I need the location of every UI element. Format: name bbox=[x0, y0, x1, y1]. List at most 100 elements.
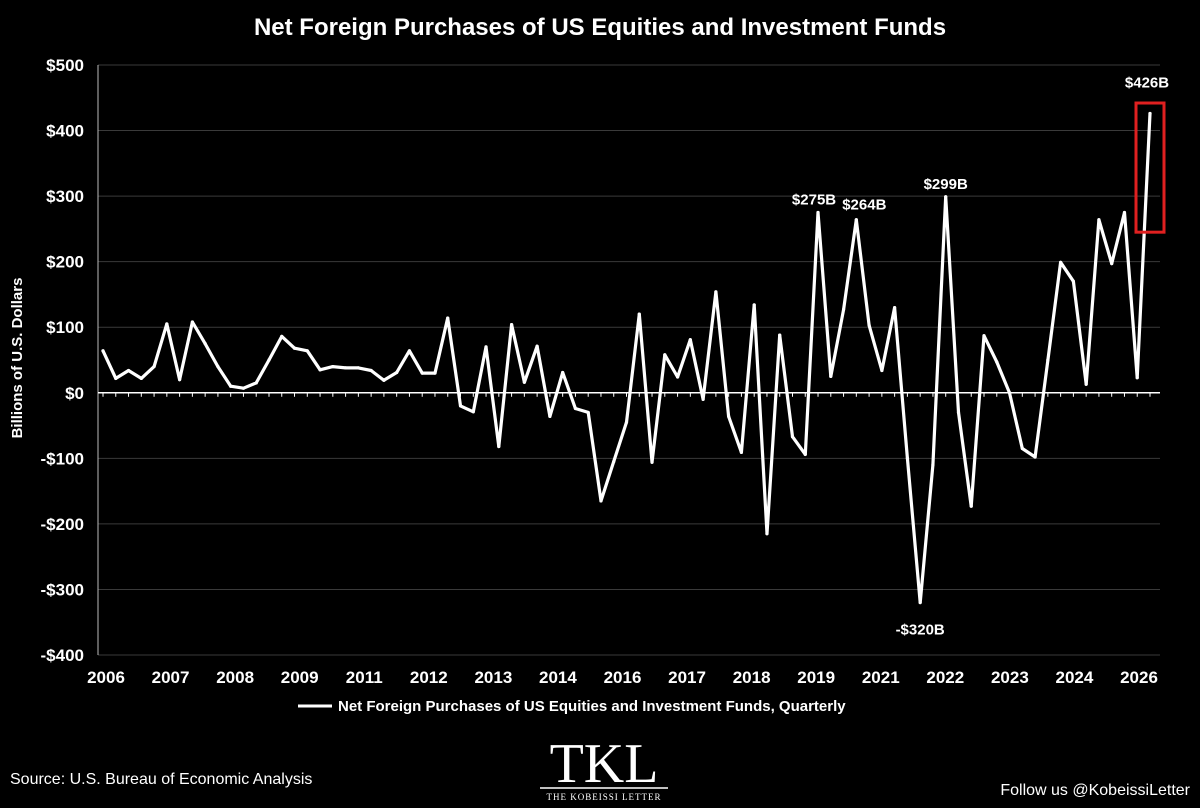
data-point bbox=[343, 366, 348, 370]
data-point bbox=[509, 323, 514, 327]
x-tick-label: 2024 bbox=[1056, 668, 1094, 687]
data-point bbox=[203, 342, 207, 346]
x-axis-ticks: 2006 2007 2008 2009 2011 2012 2013 2014 2016 2017… bbox=[87, 668, 1158, 687]
x-tick-label: 2009 bbox=[281, 668, 319, 687]
x-tick-label: 2011 bbox=[346, 668, 383, 687]
data-point bbox=[573, 406, 578, 411]
data-label: $264B bbox=[842, 197, 886, 214]
data-point bbox=[1084, 382, 1088, 386]
data-point bbox=[101, 349, 105, 353]
y-tick-label: $500 bbox=[46, 56, 84, 75]
data-point bbox=[701, 397, 705, 401]
y-tick-label: -$200 bbox=[41, 515, 84, 534]
data-point bbox=[778, 333, 782, 337]
data-point bbox=[1020, 446, 1024, 451]
x-tick-label: 2013 bbox=[474, 668, 512, 687]
data-point bbox=[318, 368, 322, 372]
data-point bbox=[944, 195, 948, 199]
data-point bbox=[292, 346, 297, 350]
data-point bbox=[382, 378, 386, 382]
y-tick-label: $0 bbox=[65, 384, 84, 403]
logo-subtext: THE KOBEISSI LETTER bbox=[547, 792, 662, 802]
data-point bbox=[152, 364, 156, 369]
data-point bbox=[484, 345, 488, 349]
source-note: Source: U.S. Bureau of Economic Analysis bbox=[10, 771, 312, 788]
y-tick-label: $100 bbox=[46, 318, 84, 337]
data-point bbox=[561, 370, 565, 375]
logo-text: TKL bbox=[550, 733, 659, 795]
data-point bbox=[727, 414, 731, 418]
y-axis-ticks: $500 $400 $300 $200 $100 $0 -$100 -$200 -$300 -$4… bbox=[41, 56, 84, 665]
data-label: $275B bbox=[792, 192, 836, 209]
grid bbox=[98, 64, 1160, 656]
data-point bbox=[497, 444, 501, 449]
data-point bbox=[471, 410, 475, 414]
data-point bbox=[637, 312, 641, 316]
y-tick-label: -$300 bbox=[41, 580, 84, 599]
data-point bbox=[458, 404, 463, 408]
data-point bbox=[241, 386, 246, 390]
data-point bbox=[139, 376, 143, 380]
data-point bbox=[918, 600, 922, 605]
data-point bbox=[880, 368, 884, 373]
data-point bbox=[624, 420, 629, 424]
data-point bbox=[395, 370, 399, 375]
data-point bbox=[599, 499, 603, 503]
data-point bbox=[714, 290, 718, 294]
data-point bbox=[216, 364, 220, 369]
data-point bbox=[765, 532, 769, 536]
data-point bbox=[1135, 376, 1139, 380]
data-point bbox=[739, 450, 744, 455]
x-tick-label: 2016 bbox=[604, 668, 642, 687]
x-tick-label: 2026 bbox=[1120, 668, 1158, 687]
data-point bbox=[1071, 279, 1075, 283]
data-point bbox=[126, 368, 131, 373]
x-tick-label: 2021 bbox=[862, 668, 900, 687]
data-point bbox=[663, 353, 667, 357]
data-point bbox=[867, 323, 871, 327]
data-point bbox=[586, 410, 590, 415]
y-tick-label: $200 bbox=[46, 253, 84, 272]
data-point bbox=[675, 375, 680, 379]
legend: Net Foreign Purchases of US Equities and… bbox=[298, 698, 846, 715]
data-point bbox=[535, 344, 539, 348]
data-point bbox=[982, 334, 986, 338]
data-point bbox=[1110, 262, 1114, 266]
series bbox=[101, 101, 1166, 605]
y-axis-label: Billions of U.S. Dollars bbox=[9, 278, 26, 439]
data-point bbox=[688, 338, 692, 342]
data-point bbox=[1033, 455, 1037, 459]
x-tick-label: 2018 bbox=[733, 668, 771, 687]
data-label: -$320B bbox=[896, 622, 945, 639]
data-point bbox=[165, 322, 169, 326]
data-point bbox=[178, 378, 182, 382]
data-point bbox=[280, 334, 284, 338]
data-point bbox=[1148, 111, 1152, 116]
data-point bbox=[369, 368, 373, 373]
data-point bbox=[1059, 260, 1063, 264]
data-point bbox=[790, 435, 795, 439]
y-tick-label: $400 bbox=[46, 122, 84, 141]
data-point bbox=[956, 410, 961, 415]
x-tick-label: 2014 bbox=[539, 668, 577, 687]
data-point bbox=[931, 463, 935, 467]
legend-label: Net Foreign Purchases of US Equities and… bbox=[338, 698, 846, 715]
data-point bbox=[854, 218, 858, 222]
data-point bbox=[1097, 218, 1101, 222]
data-point bbox=[1046, 358, 1050, 362]
data-point bbox=[969, 504, 973, 508]
data-point bbox=[229, 384, 233, 388]
y-tick-label: -$400 bbox=[41, 646, 84, 665]
data-point bbox=[650, 460, 654, 464]
x-tick-label: 2006 bbox=[87, 668, 125, 687]
follow-note: Follow us @KobeissiLetter bbox=[1000, 782, 1190, 799]
data-point bbox=[331, 364, 335, 369]
series-line bbox=[101, 111, 1152, 605]
data-point bbox=[305, 349, 309, 353]
data-point bbox=[612, 460, 616, 464]
y-tick-label: -$100 bbox=[41, 449, 84, 468]
x-tick-label: 2019 bbox=[797, 668, 835, 687]
data-point bbox=[190, 320, 194, 324]
x-tick-label: 2008 bbox=[216, 668, 254, 687]
